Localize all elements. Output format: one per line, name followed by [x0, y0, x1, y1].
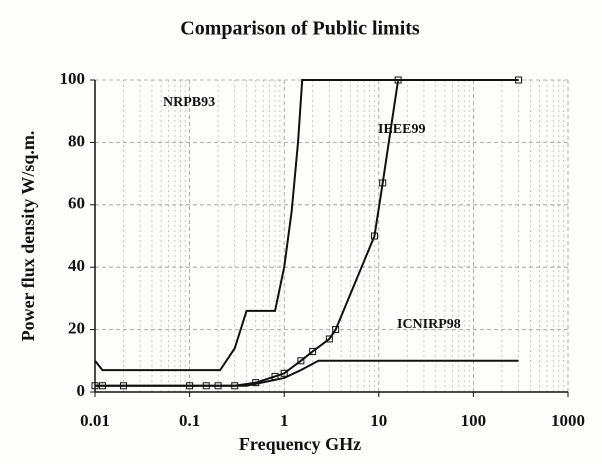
series-label: ICNIRP98: [397, 317, 461, 332]
point-marker: [309, 347, 317, 355]
point-marker: [332, 326, 340, 334]
y-tick-label: 100: [60, 69, 86, 88]
y-axis-label: Power flux density W/sq.m.: [18, 131, 38, 342]
series-line: [94, 79, 519, 372]
point-marker: [325, 335, 333, 343]
x-tick-label: 1000: [551, 411, 585, 430]
point-marker: [379, 179, 387, 187]
point-marker: [280, 369, 288, 377]
series-label: NRPB93: [163, 95, 215, 110]
x-tick-label: 0.1: [179, 411, 200, 430]
point-marker: [370, 232, 378, 240]
y-tick-label: 40: [68, 256, 85, 275]
x-tick-label: 100: [461, 411, 487, 430]
series-line: [95, 359, 519, 387]
y-tick-label: 0: [77, 381, 86, 400]
point-marker: [394, 76, 402, 84]
y-tick-label: 80: [68, 131, 85, 150]
y-tick-label: 20: [68, 319, 85, 338]
x-axis-label: Frequency GHz: [239, 434, 361, 454]
series-label: IEEE99: [378, 122, 425, 137]
point-marker: [297, 357, 305, 365]
x-tick-label: 10: [370, 411, 387, 430]
chart-title: Comparison of Public limits: [180, 18, 420, 40]
point-marker: [515, 76, 523, 84]
x-tick-label: 1: [280, 411, 289, 430]
y-tick-label: 60: [68, 194, 85, 213]
x-tick-label: 0.01: [80, 411, 110, 430]
